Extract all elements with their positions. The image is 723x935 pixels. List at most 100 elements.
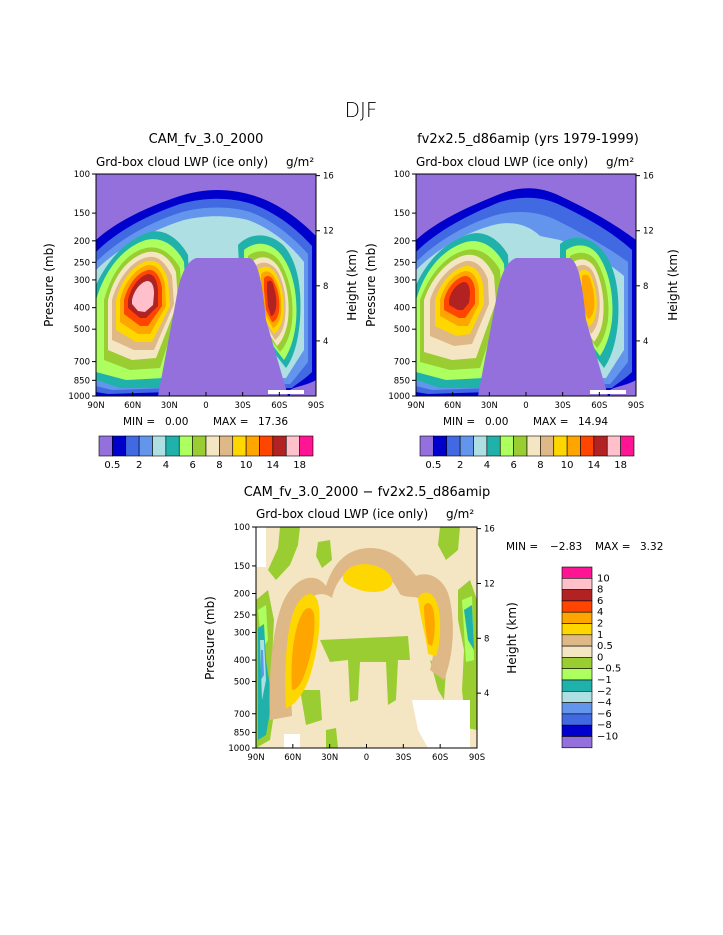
colorbar-label: 18 (614, 460, 627, 471)
colorbar-swatch (192, 435, 207, 457)
xtick-label: 30N (321, 753, 338, 763)
colorbar-swatch (561, 724, 593, 737)
y2tick-label: 16 (643, 172, 654, 182)
ytick-label: 200 (74, 237, 90, 247)
colorbar-swatch (553, 435, 568, 457)
panel-model-min-label: MIN = (123, 416, 155, 428)
xtick-label: 90S (469, 753, 485, 763)
panel-obs-min-value: 0.00 (485, 416, 508, 428)
y2tick-label: 12 (323, 227, 334, 237)
colorbar-swatch (165, 435, 180, 457)
diff-neg-patch-2 (316, 540, 332, 568)
panel-obs-max-value: 14.94 (578, 416, 608, 428)
colorbar-label: −2 (597, 686, 612, 697)
ytick-label: 150 (394, 209, 410, 219)
colorbar-swatch (566, 435, 581, 457)
colorbar-swatch (486, 435, 501, 457)
ytick-label: 400 (74, 304, 90, 314)
xtick-label: 60N (124, 401, 141, 411)
colorbar-swatch (299, 435, 314, 457)
colorbar-swatch (98, 435, 113, 457)
panel-diff-min-label: MIN = (506, 541, 538, 553)
panel-model-units: g/m² (286, 155, 314, 169)
colorbar-swatch (285, 435, 300, 457)
panel-model-max-value: 17.36 (258, 416, 288, 428)
ytick-label: 150 (74, 209, 90, 219)
panel-model-colorbar: 0.5 2 4 6 8 10 14 18 (98, 435, 314, 471)
xtick-label: 90N (407, 401, 424, 411)
colorbar-swatch (561, 566, 593, 579)
colorbar-swatch (540, 435, 555, 457)
panel-obs-title: fv2x2.5_d86amip (yrs 1979-1999) (417, 132, 639, 147)
y2tick-label: 4 (323, 337, 328, 347)
ytick-label: 1000 (388, 392, 410, 402)
ytick-label: 300 (234, 628, 250, 638)
panel-model-subtitle: Grd-box cloud LWP (ice only) (96, 155, 268, 169)
xtick-label: 30S (555, 401, 571, 411)
xtick-label: 0 (523, 401, 528, 411)
colorbar-swatch (561, 589, 593, 602)
colorbar-label: 0.5 (104, 460, 120, 471)
colorbar-label: 10 (597, 573, 610, 584)
panel-obs-y2label: Height (km) (666, 249, 680, 320)
colorbar-label: 0 (597, 652, 603, 663)
colorbar-swatch (561, 736, 593, 749)
xtick-label: 60N (284, 753, 301, 763)
colorbar-label: 8 (216, 460, 222, 471)
panel-obs-colorbar: 0.5 2 4 6 8 10 14 18 (419, 435, 635, 471)
xtick-label: 60S (271, 401, 287, 411)
colorbar-label: 10 (561, 460, 574, 471)
xtick-label: 90S (308, 401, 324, 411)
colorbar-label: 2 (597, 619, 603, 630)
panel-diff-subtitle: Grd-box cloud LWP (ice only) (256, 507, 428, 521)
diff-pos05-band (269, 548, 453, 720)
panel-model-axes: 100 150 200 250 300 400 500 700 850 1000 16 12 8 4 90N… (68, 170, 333, 411)
xtick-label: 0 (364, 753, 369, 763)
diff-neg-patch-4 (438, 527, 460, 560)
colorbar-label: 6 (189, 460, 195, 471)
colorbar-swatch (561, 623, 593, 636)
ytick-label: 1000 (228, 744, 250, 754)
ytick-label: 200 (234, 590, 250, 600)
colorbar-swatch (232, 435, 247, 457)
panel-diff-contours (256, 527, 477, 748)
panel-obs-subtitle: Grd-box cloud LWP (ice only) (416, 155, 588, 169)
ytick-label: 250 (394, 258, 410, 268)
colorbar-swatch (499, 435, 514, 457)
colorbar-swatch (433, 435, 448, 457)
ytick-label: 100 (394, 170, 410, 180)
panel-diff-title: CAM_fv_3.0_2000 − fv2x2.5_d86amip (244, 485, 491, 500)
colorbar-swatch (125, 435, 140, 457)
ytick-label: 700 (74, 358, 90, 368)
diff-pos2-band (291, 608, 315, 690)
diff-neg-patch-8 (300, 690, 322, 725)
panel-model-title: CAM_fv_3.0_2000 (149, 132, 264, 147)
y2tick-label: 16 (323, 172, 334, 182)
colorbar-label: 0.5 (597, 641, 613, 652)
colorbar-label: 2 (136, 460, 142, 471)
colorbar-swatch (259, 435, 274, 457)
missing-data-strip (590, 390, 626, 394)
panel-model-contours (96, 174, 316, 396)
xtick-label: 90N (87, 401, 104, 411)
contour-cavity (478, 258, 608, 396)
colorbar-label: 6 (597, 596, 603, 607)
diff-neg2-patch-2 (464, 605, 474, 650)
colorbar-swatch (593, 435, 608, 457)
colorbar-label: 4 (163, 460, 169, 471)
ytick-label: 250 (74, 258, 90, 268)
panel-diff-units: g/m² (446, 507, 474, 521)
colorbar-swatch (561, 645, 593, 658)
panel-obs-ylabel: Pressure (mb) (364, 243, 378, 327)
colorbar-swatch (561, 577, 593, 590)
xtick-label: 60S (432, 753, 448, 763)
missing-data-patch (284, 734, 300, 748)
contour-cavity (158, 258, 288, 396)
colorbar-label: 14 (267, 460, 280, 471)
diff-pos2-band-2 (424, 603, 435, 646)
missing-data-patch (256, 527, 266, 567)
panel-obs-units: g/m² (606, 155, 634, 169)
panel-model-y2label: Height (km) (345, 249, 359, 320)
colorbar-label: 14 (588, 460, 601, 471)
